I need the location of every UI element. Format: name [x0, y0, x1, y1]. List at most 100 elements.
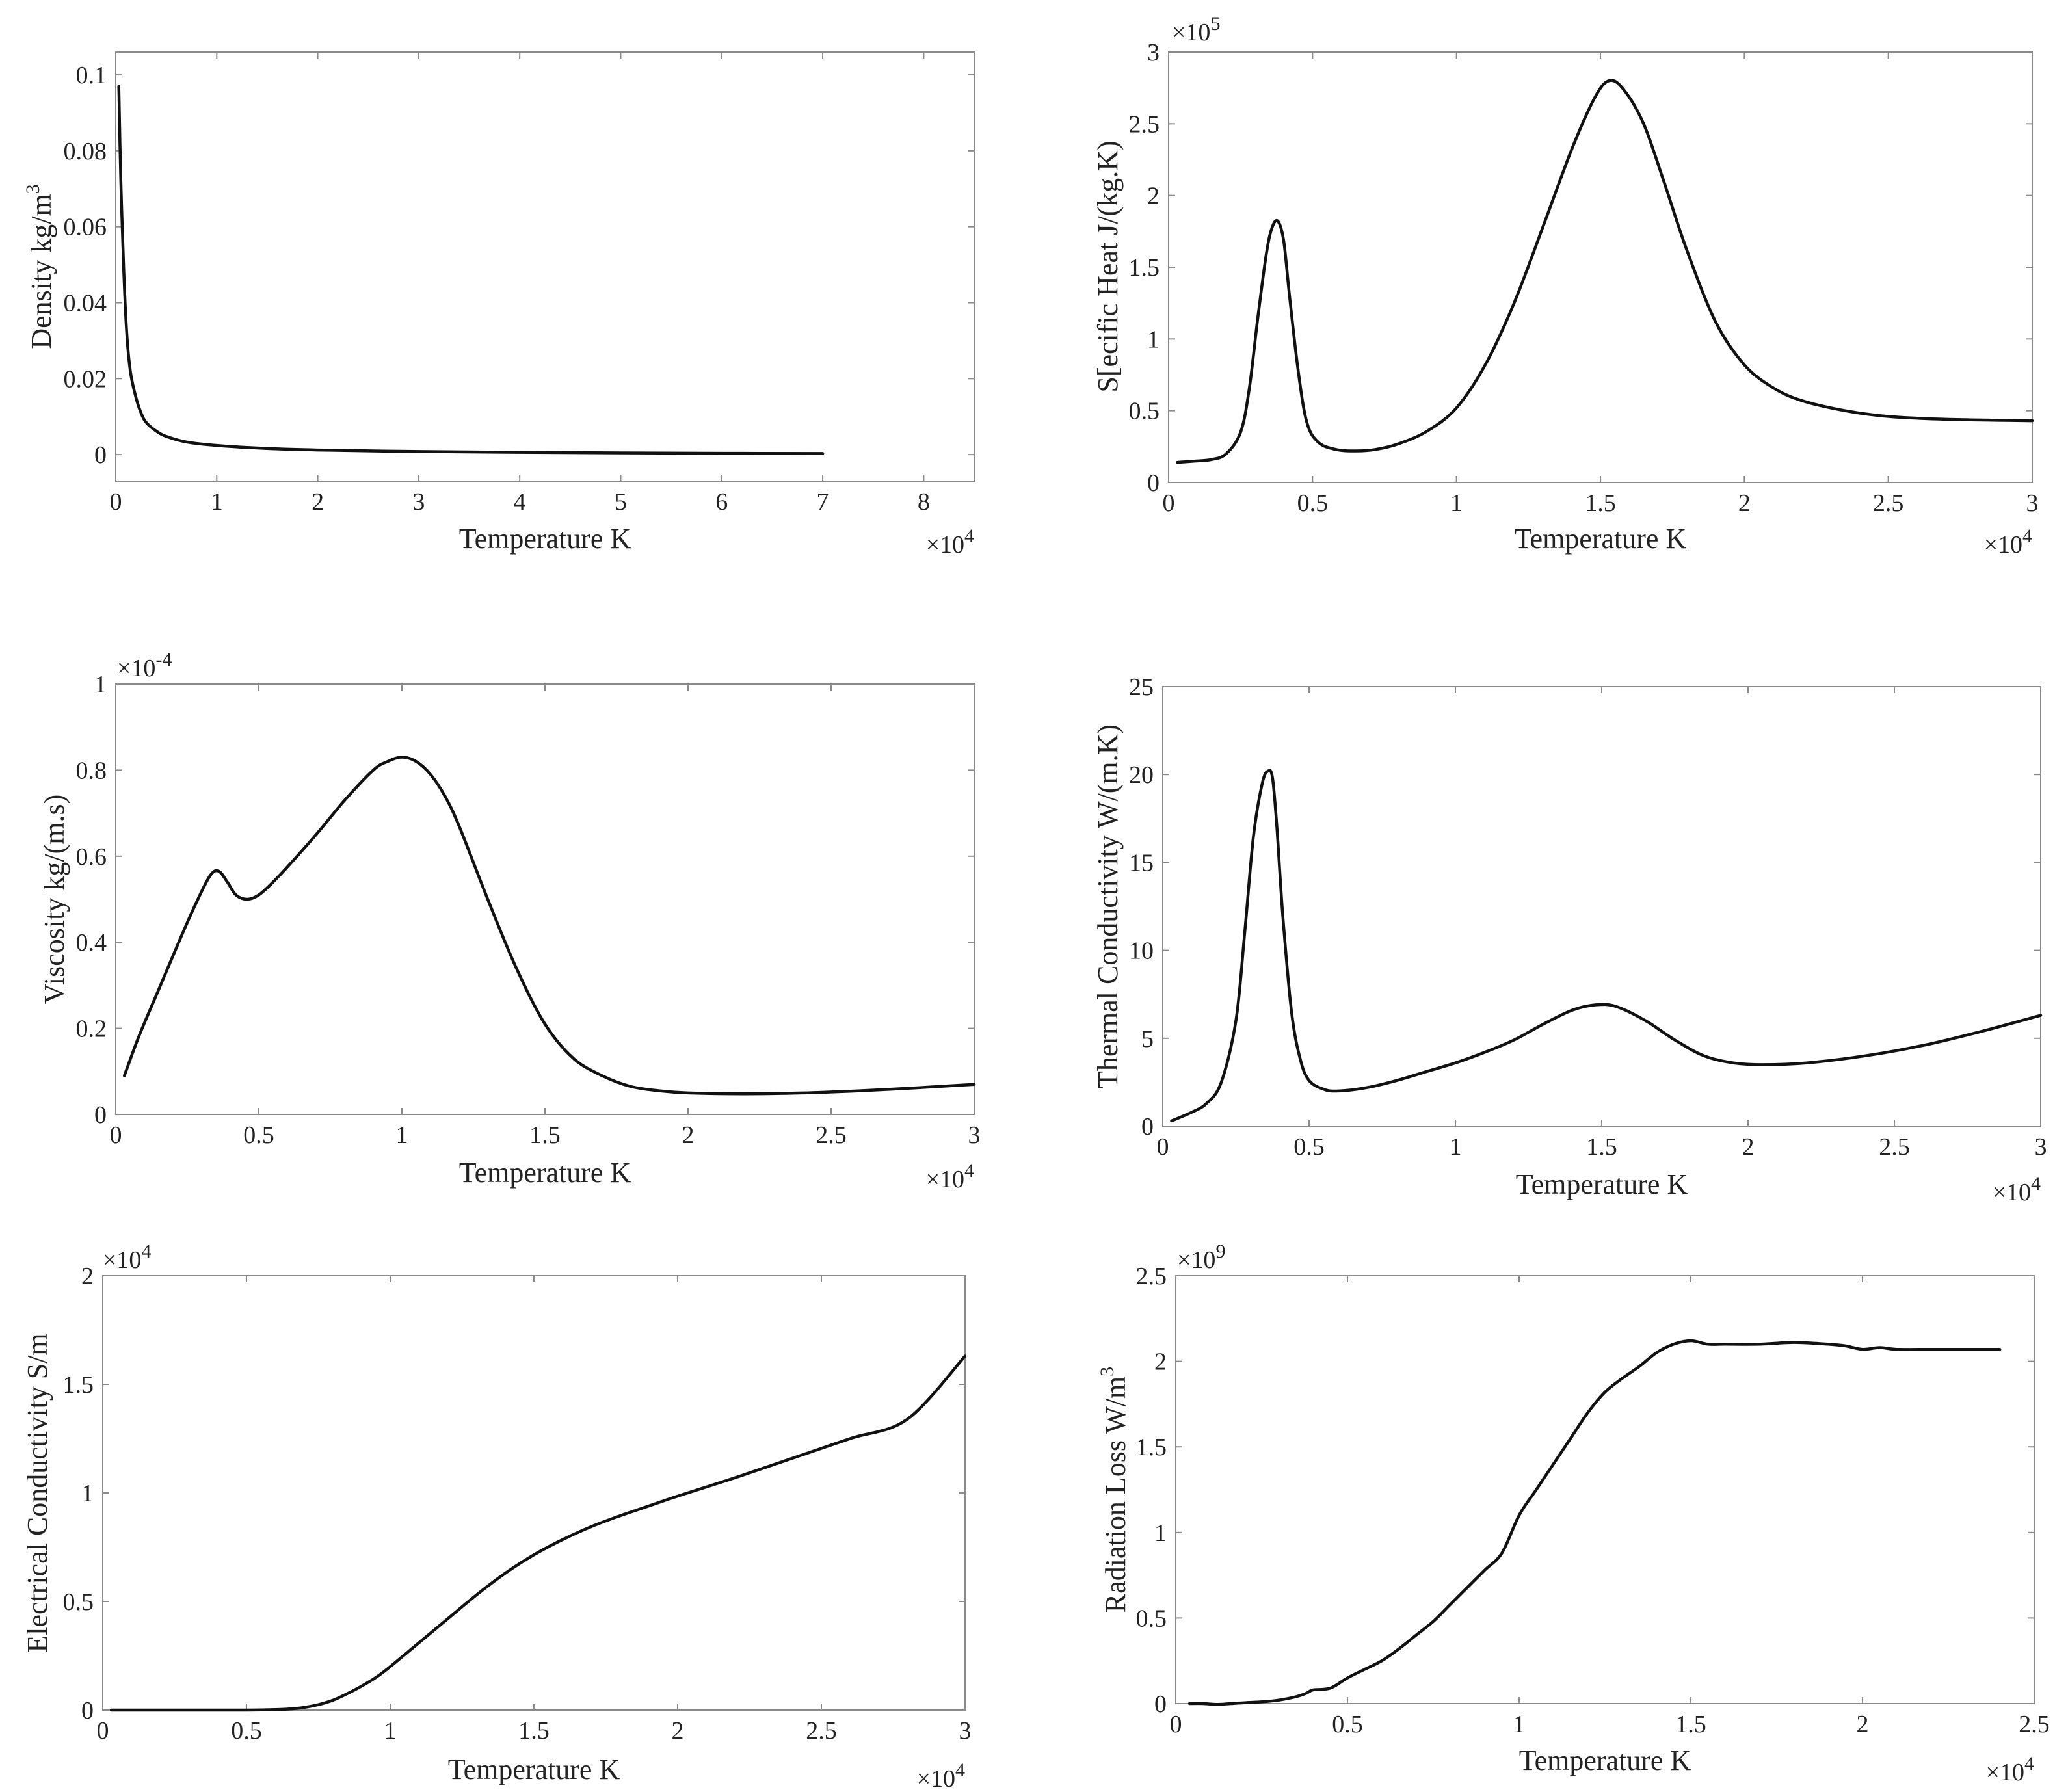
electrical-conductivity-plot: 0 0.5 1 1.5 2 2.5 3 0 0.5 1 1.5 2 Temperature K Ele…: [21, 1241, 972, 1792]
x-multiplier-exponent: 4: [964, 1160, 974, 1181]
x-multiplier-base: ×10: [1984, 531, 2022, 559]
y-axis-multiplier: ×10-4: [117, 649, 172, 682]
x-tick-label: 0: [1163, 490, 1175, 517]
x-tick-label: 1: [1450, 490, 1463, 517]
y-tick-label: 0.06: [64, 214, 107, 241]
x-tick-label: 2.5: [1879, 1133, 1910, 1161]
curve-layer: [1170, 769, 2043, 1123]
x-tick-label: 8: [918, 488, 930, 516]
curve-layer: [117, 85, 825, 455]
x-axis-label: Temperature K: [1516, 1168, 1688, 1200]
y-tick-label: 0.8: [76, 757, 107, 784]
x-tick-label: 2: [1738, 490, 1751, 517]
x-tick-label: 2.5: [2019, 1711, 2050, 1738]
y-tick-label: 0.5: [1129, 398, 1160, 425]
x-tick-label: 1.5: [1586, 1133, 1617, 1161]
x-tick-label: 1: [211, 488, 223, 516]
y-tick-label: 5: [1141, 1025, 1154, 1053]
y-tick-label: 15: [1129, 849, 1154, 876]
x-axis-multiplier: ×104: [1984, 525, 2032, 559]
y-tick-label: 0.04: [64, 289, 107, 317]
x-tick-label: 3: [2035, 1133, 2047, 1161]
plot-frame: [1162, 686, 2041, 1127]
y-multiplier-exponent: 9: [1215, 1241, 1225, 1262]
series-line-thermal-conductivity: [1170, 769, 2043, 1123]
x-tick-label: 2.5: [1873, 490, 1904, 517]
plot-frame: [102, 1275, 966, 1711]
x-axis-multiplier: ×104: [1986, 1753, 2034, 1786]
x-axis-multiplier: ×104: [926, 1160, 974, 1193]
y-tick-label: 0: [81, 1697, 94, 1724]
series-line-specific-heat: [1176, 79, 2034, 464]
y-tick-label: 2: [1147, 183, 1160, 210]
y-multiplier-exponent: -4: [155, 649, 172, 670]
y-multiplier-exponent: 5: [1210, 13, 1220, 34]
y-tick-label: 0.4: [76, 929, 107, 956]
y-axis-label: Viscosity kg/(m.s): [38, 795, 70, 1004]
x-tick-label: 3: [412, 488, 425, 516]
x-tick-label: 6: [715, 488, 728, 516]
y-tick-label: 1: [1154, 1520, 1167, 1547]
specific-heat-plot: 0 0.5 1 1.5 2 2.5 3 0 0.5 1 1.5 2 2.5 3 Temperature K…: [1092, 13, 2039, 559]
x-axis-label: Temperature K: [459, 1157, 631, 1189]
ticks: 0 0.5 1 1.5 2 2.5 3 0 0.5 1 1.5 2 2.5 3: [1129, 39, 2039, 517]
x-tick-label: 0: [110, 488, 122, 516]
thermal-conductivity-plot: 0 0.5 1 1.5 2 2.5 3 0 5 10 15 20 25 Temperature K Th…: [1092, 674, 2047, 1206]
x-tick-label: 1.5: [1675, 1711, 1706, 1738]
y-tick-label: 0: [1154, 1691, 1167, 1718]
x-tick-label: 0: [110, 1122, 122, 1149]
y-axis-label-superscript: 3: [22, 184, 44, 194]
plot-frame: [115, 51, 975, 482]
x-tick-label: 2: [682, 1122, 695, 1149]
y-axis-label-text: Density kg/m: [25, 194, 57, 349]
x-multiplier-base: ×10: [926, 1166, 964, 1193]
y-tick-label: 0.5: [1136, 1605, 1167, 1632]
x-tick-label: 0.5: [243, 1122, 274, 1149]
y-tick-label: 10: [1129, 938, 1154, 965]
y-tick-label: 0: [1147, 469, 1160, 497]
y-multiplier-base: ×10: [117, 655, 155, 682]
y-tick-label: 20: [1129, 761, 1154, 789]
y-tick-label: 1: [94, 671, 107, 698]
x-axis-label: Temperature K: [459, 523, 631, 555]
y-tick-label: 0.08: [64, 138, 107, 165]
y-axis-label: Thermal Conductivity W/(m.K): [1092, 724, 1124, 1088]
curve-layer: [1187, 1339, 2002, 1706]
y-tick-label: 0.2: [76, 1016, 107, 1043]
x-tick-label: 0.5: [231, 1717, 262, 1745]
y-tick-label: 1.5: [63, 1371, 94, 1399]
y-tick-label: 0.1: [76, 62, 107, 89]
x-tick-label: 3: [2026, 490, 2039, 517]
x-tick-label: 1.5: [1585, 490, 1616, 517]
x-multiplier-base: ×10: [1986, 1759, 2024, 1786]
y-multiplier-exponent: 4: [141, 1241, 151, 1262]
series-line-viscosity: [122, 756, 976, 1096]
x-tick-label: 4: [514, 488, 526, 516]
x-tick-label: 1: [384, 1717, 397, 1745]
x-tick-label: 1.5: [529, 1122, 561, 1149]
ticks: 0 0.5 1 1.5 2 2.5 3 0 0.2 0.4 0.6 0.8 1: [76, 671, 981, 1149]
y-tick-label: 1.5: [1136, 1434, 1167, 1461]
x-tick-label: 0.5: [1293, 1133, 1325, 1161]
y-tick-label: 2: [81, 1263, 94, 1290]
x-tick-label: 5: [615, 488, 627, 516]
x-multiplier-base: ×10: [917, 1765, 955, 1792]
series-line-density: [117, 85, 825, 455]
y-tick-label: 2: [1154, 1349, 1167, 1376]
y-multiplier-base: ×10: [103, 1246, 141, 1274]
x-tick-label: 2.5: [806, 1717, 837, 1745]
y-tick-label: 1: [1147, 326, 1160, 353]
y-tick-label: 2.5: [1136, 1263, 1167, 1290]
y-tick-label: 2.5: [1129, 111, 1160, 138]
y-axis-label-superscript: 3: [1096, 1367, 1118, 1377]
x-axis-multiplier: ×104: [1993, 1173, 2041, 1206]
y-axis-multiplier: ×109: [1177, 1241, 1225, 1274]
x-tick-label: 1.5: [518, 1717, 550, 1745]
ticks: 0 0.5 1 1.5 2 2.5 0 0.5 1 1.5 2 2.5: [1136, 1263, 2050, 1738]
series-line-electrical-conductivity: [110, 1354, 967, 1712]
y-tick-label: 0: [94, 441, 107, 469]
x-tick-label: 1: [1513, 1711, 1526, 1738]
y-axis-label: Radiation Loss W/m3: [1096, 1367, 1132, 1613]
y-tick-label: 1: [81, 1480, 94, 1507]
